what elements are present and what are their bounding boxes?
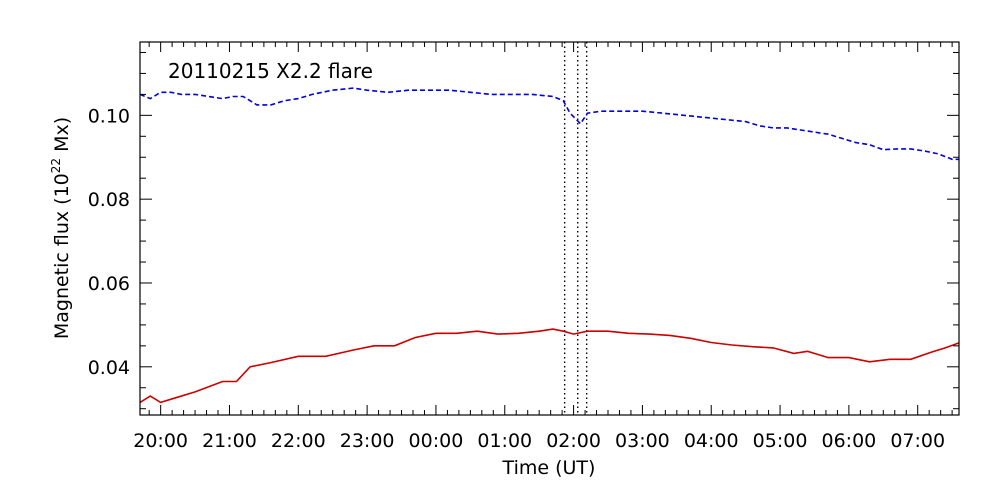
- series-group: [139, 87, 960, 404]
- chart-annotation: 20110215 X2.2 flare: [168, 59, 373, 83]
- x-tick-label: 01:00: [477, 430, 532, 452]
- x-tick-label: 05:00: [753, 430, 808, 452]
- y-axis-title: Magnetic flux (1022 Mx): [49, 117, 73, 339]
- y-axis-title-main: Magnetic flux (10: [51, 173, 73, 339]
- y-tick-label: 0.08: [88, 189, 130, 211]
- y-tick-label: 0.06: [88, 273, 130, 295]
- x-tick-label: 07:00: [890, 430, 945, 452]
- x-axis-title: Time (UT): [502, 457, 596, 479]
- plot-frame: [139, 41, 960, 416]
- x-tick-label: 06:00: [821, 430, 876, 452]
- series-line-2: [139, 328, 960, 404]
- x-tick-label: 04:00: [684, 430, 739, 452]
- series-line-1: [139, 87, 959, 161]
- vertical-event-lines: [563, 42, 588, 415]
- x-tick-label: 02:00: [546, 430, 601, 452]
- x-tick-label: 22:00: [271, 430, 326, 452]
- y-axis-ticks: 0.04 0.06 0.08 0.10: [88, 51, 959, 410]
- y-axis-title-end: Mx): [51, 117, 73, 158]
- y-tick-label: 0.10: [88, 105, 130, 127]
- x-tick-label: 20:00: [133, 430, 188, 452]
- y-tick-label: 0.04: [88, 357, 130, 379]
- x-axis-ticks: 20:00 21:00 22:00 23:00 00:00 01:00 02:00 03:00…: [133, 42, 953, 452]
- x-tick-label: 23:00: [340, 430, 395, 452]
- x-tick-label: 03:00: [615, 430, 670, 452]
- x-tick-label: 21:00: [202, 430, 257, 452]
- y-axis-title-sup: 22: [49, 158, 63, 173]
- x-tick-label: 00:00: [409, 430, 464, 452]
